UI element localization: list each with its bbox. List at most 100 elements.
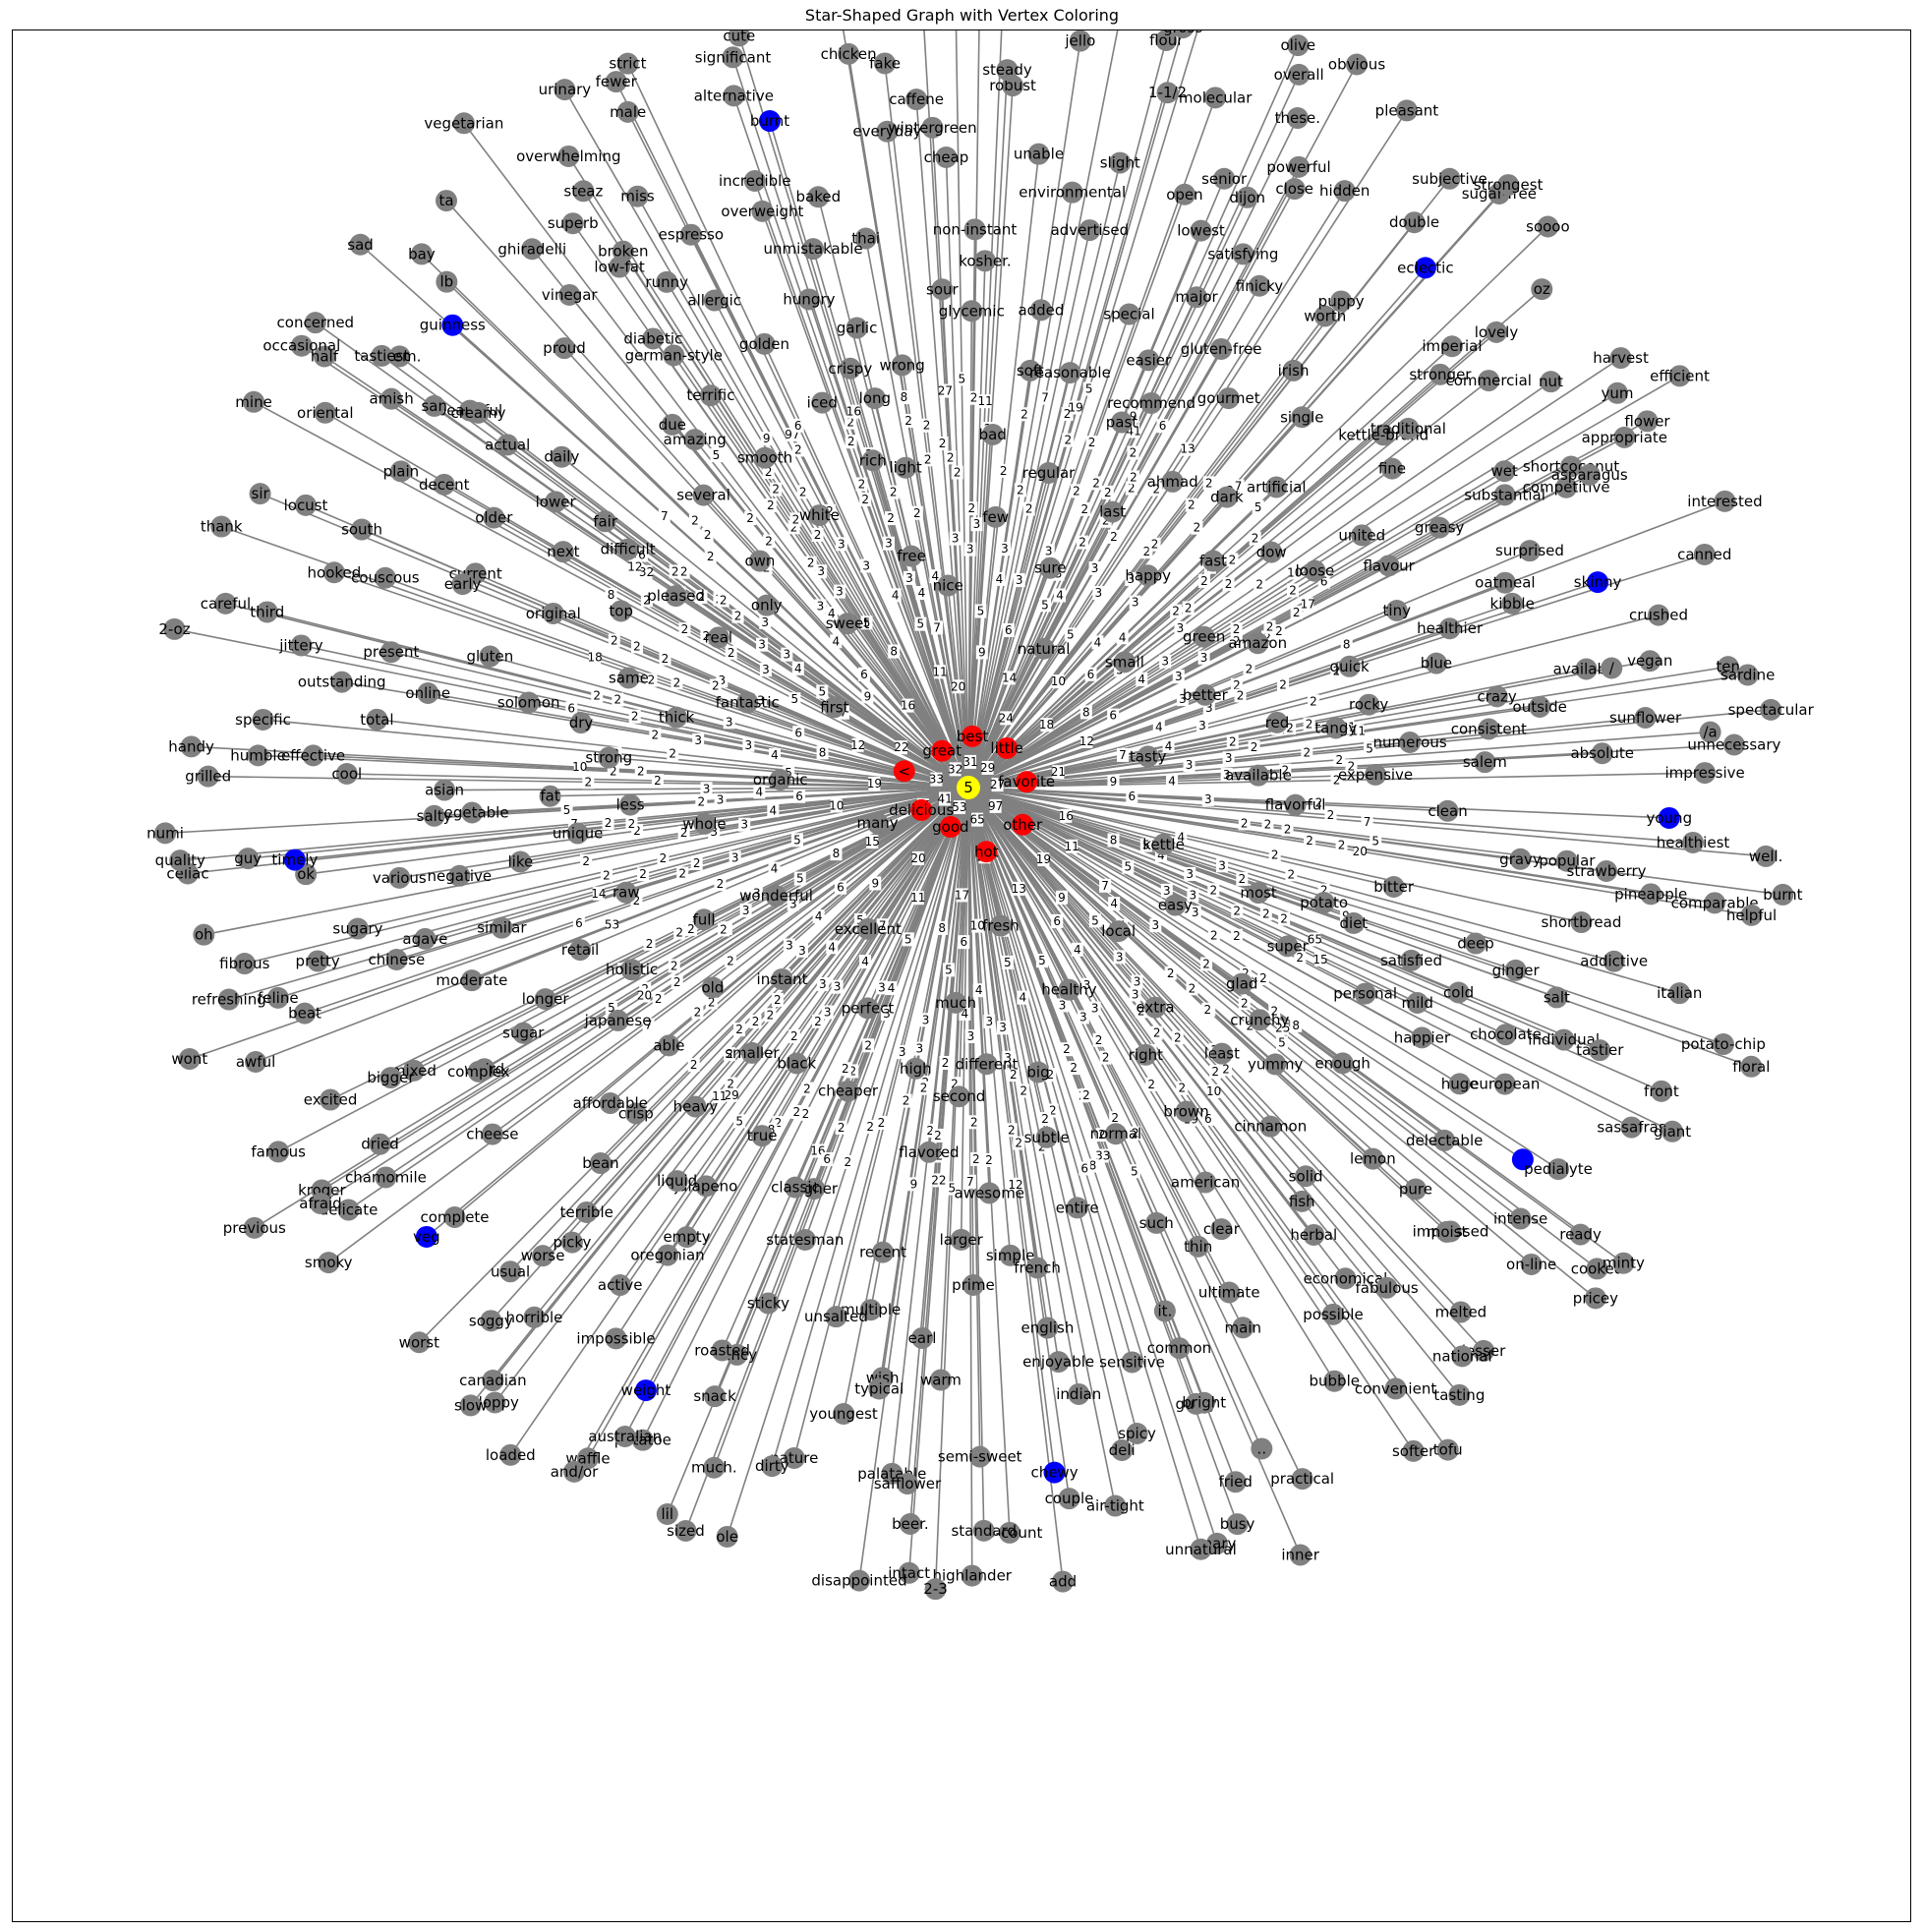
vertex: tofu: [1433, 1438, 1463, 1461]
edge-label: 3: [1172, 670, 1185, 684]
edge-label-text: 13: [1012, 882, 1026, 896]
vertex-label: sure: [1034, 559, 1066, 577]
vertex: impressive: [1664, 762, 1745, 785]
edge-label: 19: [1036, 852, 1051, 867]
vertex-label: recommend: [1107, 394, 1195, 412]
vertex: oriental: [297, 401, 354, 424]
edge-label-background: [1000, 711, 1013, 726]
vertex: best: [957, 725, 988, 747]
edge-label-text: 2: [794, 442, 802, 456]
edge-label: 2: [709, 678, 722, 693]
vertex-label: timely: [271, 851, 318, 869]
edge-label-text: 9: [1110, 775, 1118, 789]
vertex-label: actual: [485, 436, 530, 453]
edge-label: 3: [815, 564, 828, 579]
edge-label-text: 27: [938, 384, 953, 398]
vertex-label: traditional: [1370, 420, 1446, 438]
edge-label-text: 4: [794, 662, 802, 675]
edge-label: 3: [831, 979, 844, 994]
vertex-label: super: [1267, 937, 1310, 955]
vertex: online: [405, 682, 450, 705]
edge-label: 8: [1290, 1018, 1303, 1032]
edge-label: 2: [688, 513, 701, 528]
edge-label-text: 2: [890, 486, 898, 499]
edge-label-text: 4: [892, 588, 900, 602]
edge-label: 15: [1312, 952, 1328, 966]
edge-label-text: 9: [978, 645, 986, 659]
vertex: german-style: [625, 344, 723, 367]
edge-label-text: 6: [1053, 914, 1061, 928]
vertex: thank: [201, 515, 243, 538]
vertex-label: healthy: [1041, 981, 1096, 999]
vertex-label: air-tight: [1086, 1497, 1144, 1515]
edge-label: 8: [898, 390, 910, 405]
vertex-label: thank: [201, 518, 243, 536]
vertex-label: sensitive: [1099, 1353, 1165, 1371]
edge-label-background: [1107, 774, 1120, 789]
edge-label-text: 65: [1308, 932, 1322, 946]
vertex: raw: [612, 881, 640, 904]
edge-label: 2: [903, 413, 915, 428]
vertex: present: [363, 641, 419, 664]
vertex-label: strawberry: [1567, 862, 1647, 880]
vertex: salem: [1463, 751, 1507, 774]
vertex: gravy: [1499, 848, 1542, 870]
vertex: artificial: [1247, 476, 1307, 498]
edge-label: 2: [969, 1151, 982, 1166]
edge-label-background: [930, 772, 943, 787]
vertex: terrible: [560, 1200, 613, 1223]
vertex-label: thick: [659, 709, 695, 727]
edge-label: 4: [826, 940, 839, 955]
vertex: free: [897, 545, 926, 567]
vertex: irish: [1278, 359, 1309, 381]
edge-label: 2: [1254, 577, 1266, 592]
vertex-label: tasty: [1130, 747, 1167, 765]
edge-label: 5: [816, 684, 829, 699]
edge-label: 2: [1062, 433, 1075, 447]
edge-label-text: 2: [802, 1107, 810, 1121]
edge-label: 2: [1197, 573, 1210, 588]
edge-label: 2: [657, 850, 670, 865]
edge-label-background: [971, 812, 984, 827]
vertex-label: tastier: [1576, 1041, 1624, 1059]
vertex-label: youngest: [809, 1405, 878, 1423]
edge-label-text: 3: [740, 818, 748, 832]
edge-label-text: 5: [796, 872, 804, 886]
vertex: salt: [1544, 986, 1570, 1009]
vertex-label: terrific: [686, 386, 734, 404]
vertex-label: flower: [1624, 412, 1670, 430]
edge-label: 20: [951, 679, 965, 694]
vertex: young: [1647, 806, 1692, 829]
edge-label: 5: [1370, 834, 1382, 849]
edge-label: 2: [1209, 1065, 1222, 1080]
vertex-label: pleased: [647, 587, 705, 605]
edge-label: 2: [859, 492, 872, 506]
vertex: cold: [1443, 981, 1474, 1004]
vertex: golden: [739, 332, 789, 355]
vertex: loose: [1296, 559, 1334, 582]
edge-label-text: 4: [1056, 588, 1064, 602]
edge-label-text: 2: [904, 414, 912, 428]
vertex-label: on-line: [1506, 1256, 1556, 1273]
edge-label: 24: [999, 711, 1014, 726]
edge-label-text: 2: [728, 646, 735, 660]
vertex: big: [1026, 1061, 1050, 1083]
edge-label-background: [934, 665, 947, 679]
edge-label: 9: [760, 432, 773, 446]
edge-label: 2: [704, 549, 717, 563]
vertex-label: sugar: [502, 1025, 545, 1042]
vertex: fried: [1218, 1471, 1253, 1493]
edge-label-text: 13: [1180, 442, 1195, 456]
vertex: mine: [235, 390, 272, 413]
vertex: extra: [1136, 996, 1175, 1019]
edge-label: 10: [1051, 674, 1066, 689]
vertex: black: [777, 1052, 817, 1075]
edge-label: 2: [917, 1081, 930, 1095]
vertex: fantastic: [716, 691, 780, 714]
vertex: ole: [716, 1525, 738, 1548]
edge-label-text: 2: [847, 435, 855, 448]
edge-label-text: 4: [815, 909, 823, 923]
edge-label-text: 9: [864, 689, 872, 703]
edge-label-text: 2: [947, 450, 955, 464]
edge-label: 2: [659, 651, 671, 666]
